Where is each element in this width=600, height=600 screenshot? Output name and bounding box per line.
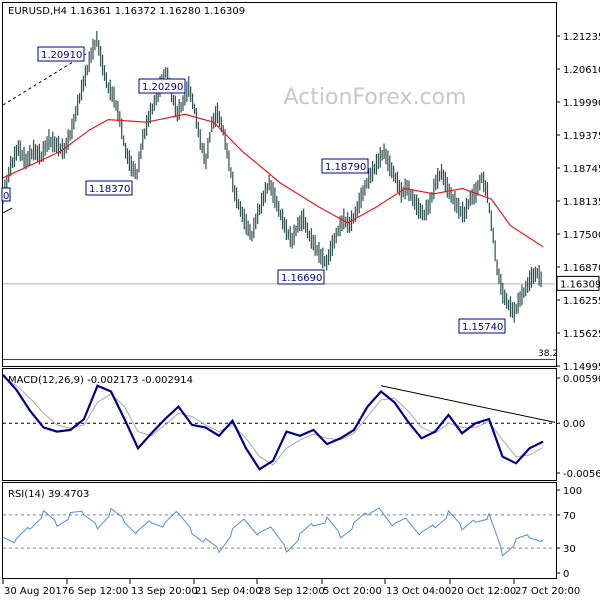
watermark: ActionForex.com <box>284 85 467 110</box>
macd-y-tick-label: -0.005601 <box>563 469 600 480</box>
rsi-series-layer <box>2 507 555 557</box>
price-y-tick-label: 1.19375 <box>563 131 600 142</box>
macd-line <box>2 374 544 471</box>
price-y-tick-label: 1.17500 <box>563 230 600 241</box>
macd-panel-frame <box>2 368 557 481</box>
price-y-tick-label: 1.16870 <box>563 263 600 274</box>
x-tick-label: 6 Sep 12:00 <box>68 586 128 597</box>
x-tick-label: 28 Sep 12:00 <box>258 586 325 597</box>
left-clipped-callout-text: 0 <box>3 191 9 202</box>
rsi-y-tick-label: 100 <box>563 486 582 497</box>
price-y-tick-label: 1.15625 <box>563 329 600 340</box>
axis-layer: 1.21235 1.20610 1.19990 1.19375 1.18745 1.181… <box>2 32 600 597</box>
price-callout-box <box>37 46 85 62</box>
price-series-layer: 1.20910 1.20290 1.18370 1.18790 1.16690 1.157… <box>2 31 600 360</box>
macd-signal-line <box>2 376 544 466</box>
fib-level-label: 38.2 <box>538 349 558 359</box>
price-callout-box <box>85 180 133 196</box>
price-y-tick-label: 1.14995 <box>563 362 600 373</box>
current-price-label: 1.16309 <box>560 279 600 290</box>
rsi-y-tick-label: 70 <box>563 511 576 522</box>
price-callout-box <box>458 318 506 334</box>
x-tick-label: 21 Sep 04:00 <box>195 586 262 597</box>
x-tick-label: 27 Oct 20:00 <box>515 586 580 597</box>
price-callout-label: 1.20290 <box>142 82 183 93</box>
price-panel-header: EURUSD,H4 1.16361 1.16372 1.16280 1.1630… <box>8 6 245 17</box>
price-callout-box <box>277 269 325 285</box>
rsi-y-tick-label: 30 <box>563 544 576 555</box>
price-callout-label: 1.20910 <box>41 50 82 61</box>
rsi-line <box>2 507 544 557</box>
price-callout-box <box>321 158 369 174</box>
price-y-tick-label: 1.18135 <box>563 197 600 208</box>
price-callout-box <box>138 78 186 94</box>
left-clipped-callout <box>1 187 11 202</box>
price-callout-label: 1.16690 <box>281 273 322 284</box>
price-trendline-lower <box>2 207 13 214</box>
x-tick-label: 20 Oct 12:00 <box>451 586 516 597</box>
price-y-tick-label: 1.19990 <box>563 98 600 109</box>
price-y-tick-label: 1.18745 <box>563 164 600 175</box>
price-callout-label: 1.18790 <box>325 162 366 173</box>
price-y-tick-label: 1.16255 <box>563 296 600 307</box>
macd-y-tick-label: 0.00 <box>563 419 585 430</box>
rsi-panel-frame <box>2 482 557 579</box>
macd-panel-header: MACD(12,26,9) -0.002173 -0.002914 <box>8 375 193 386</box>
macd-y-tick-label: 0.005907 <box>563 374 600 385</box>
price-y-tick-label: 1.21235 <box>563 32 600 43</box>
price-trendline <box>2 53 87 106</box>
x-tick-label: 13 Sep 20:00 <box>131 586 198 597</box>
price-callout-label: 1.18370 <box>89 184 130 195</box>
macd-series-layer <box>2 374 556 471</box>
price-y-tick-label: 1.20610 <box>563 65 600 76</box>
x-tick-label: 30 Aug 2017 <box>4 586 68 597</box>
macd-trendline <box>380 385 556 423</box>
rsi-y-tick-label: 0 <box>563 569 569 580</box>
current-price-box <box>556 275 600 291</box>
price-panel-frame <box>2 2 557 367</box>
moving-average-line <box>2 113 544 248</box>
x-tick-label: 13 Oct 04:00 <box>386 586 451 597</box>
x-tick-label: 5 Oct 20:00 <box>323 586 382 597</box>
rsi-panel-header: RSI(14) 39.4703 <box>8 489 89 500</box>
price-callout-label: 1.15740 <box>462 322 503 333</box>
